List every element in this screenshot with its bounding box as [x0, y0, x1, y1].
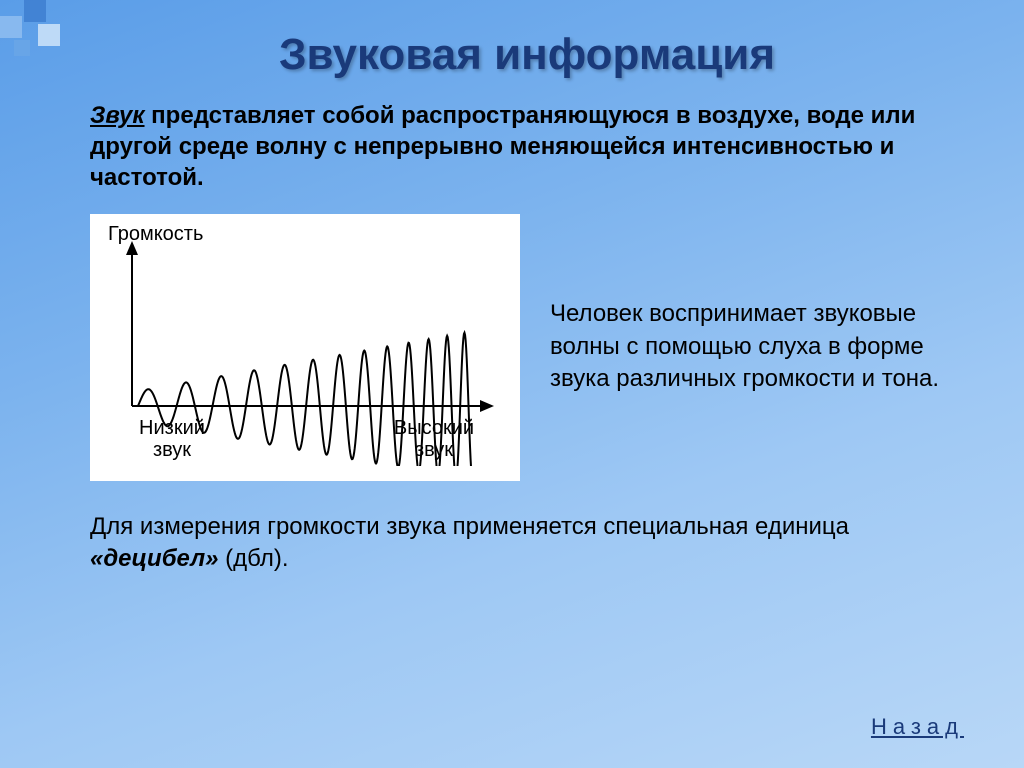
svg-text:звук: звук	[153, 439, 191, 461]
footer-unit: «децибел»	[90, 545, 218, 572]
definition-paragraph: Звук представляет собой распространяющую…	[90, 100, 964, 194]
side-paragraph: Человек воспринимает звуковые волны с по…	[550, 298, 964, 395]
wave-chart: ГромкостьНизкийзвукВысокийзвук	[104, 226, 504, 466]
slide-title: Звуковая информация	[90, 30, 964, 80]
svg-text:Громкость: Громкость	[108, 226, 203, 245]
footer-paragraph: Для измерения громкости звука применяетс…	[90, 511, 964, 576]
wave-chart-container: ГромкостьНизкийзвукВысокийзвук	[90, 214, 520, 481]
definition-term: Звук	[90, 102, 145, 129]
slide: Звуковая информация Звук представляет со…	[0, 0, 1024, 768]
back-link[interactable]: Назад	[871, 714, 964, 740]
svg-text:Низкий: Низкий	[139, 417, 205, 439]
svg-text:звук: звук	[415, 439, 453, 461]
content-row: ГромкостьНизкийзвукВысокийзвук Человек в…	[90, 214, 964, 481]
footer-suffix: (дбл).	[218, 545, 288, 572]
footer-prefix: Для измерения громкости звука применяетс…	[90, 513, 849, 540]
definition-body: представляет собой распространяющуюся в …	[90, 102, 915, 191]
corner-decoration	[0, 0, 90, 60]
svg-text:Высокий: Высокий	[394, 417, 474, 439]
